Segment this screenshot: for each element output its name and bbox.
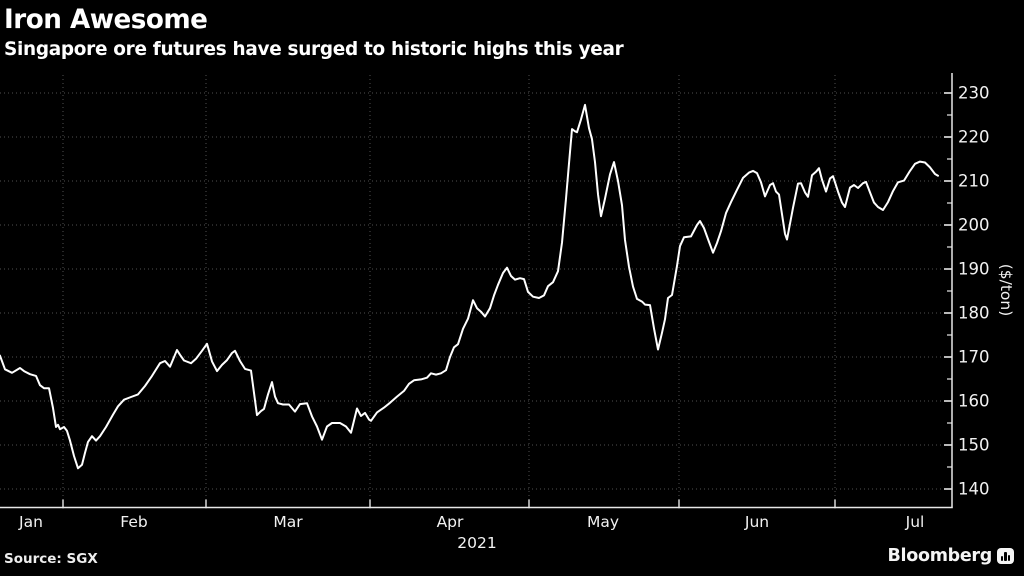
y-tick-label: 140: [958, 480, 990, 499]
y-tick-label: 180: [958, 304, 990, 323]
bar-chart-icon: [997, 548, 1014, 564]
y-tick-label: 170: [958, 348, 990, 367]
x-month-label: Apr: [437, 513, 464, 531]
price-line: [0, 103, 939, 470]
y-tick-label: 230: [958, 84, 990, 103]
y-tick-label: 150: [958, 436, 990, 455]
x-month-label: Mar: [273, 513, 303, 531]
bloomberg-logo: Bloomberg: [888, 546, 1014, 566]
x-month-label: Jul: [905, 513, 925, 531]
y-tick-label: 210: [958, 172, 990, 191]
y-axis-unit-label: ($/ton): [997, 264, 1015, 317]
y-tick-label: 200: [958, 216, 990, 235]
x-year-label: 2021: [457, 534, 496, 552]
chart-subtitle: Singapore ore futures have surged to his…: [4, 38, 624, 60]
x-month-label: Jun: [744, 513, 769, 531]
x-month-label: May: [587, 513, 619, 531]
y-tick-label: 220: [958, 128, 990, 147]
x-month-label: Feb: [120, 513, 147, 531]
source-attribution: Source: SGX: [4, 551, 98, 567]
y-tick-label: 190: [958, 260, 990, 279]
bloomberg-wordmark: Bloomberg: [887, 546, 993, 566]
chart-title: Iron Awesome: [4, 4, 208, 35]
x-month-label: Jan: [18, 513, 43, 531]
y-tick-label: 160: [958, 392, 990, 411]
